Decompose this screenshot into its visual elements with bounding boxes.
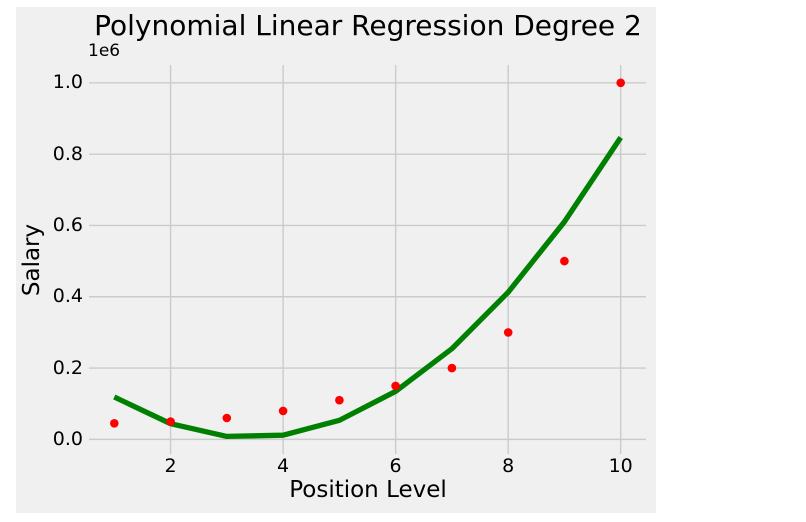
y-tick-label: 0.6 [52,213,83,236]
x-axis-label: Position Level [289,477,447,503]
y-tick-label: 1.0 [52,71,83,94]
x-tick-label: 10 [608,455,633,477]
x-tick-label: 4 [277,455,290,477]
y-axis-offset-label: 1e6 [88,41,121,61]
scatter-point [560,256,569,266]
x-tick-label: 6 [389,455,402,477]
scatter-point [616,78,625,88]
scatter-point [110,419,119,428]
scatter-point [278,406,288,416]
scatter-point [503,328,513,337]
figure-background [16,7,656,513]
regression-line [113,136,623,440]
y-tick-label: 0.0 [52,427,83,450]
scatter-point [222,413,232,423]
y-axis-label: Salary [19,223,45,297]
x-tick-label: 2 [164,455,177,477]
x-tick-label: 8 [502,455,515,477]
chart-title: Polynomial Linear Regression Degree 2 [94,9,642,42]
y-tick-label: 0.2 [52,356,83,379]
y-tick-label: 0.4 [52,285,83,308]
scatter-point [166,417,175,426]
scatter-point [391,381,400,391]
scatter-point [335,395,344,405]
y-tick-label: 0.8 [52,142,83,165]
scatter-point [447,363,457,373]
